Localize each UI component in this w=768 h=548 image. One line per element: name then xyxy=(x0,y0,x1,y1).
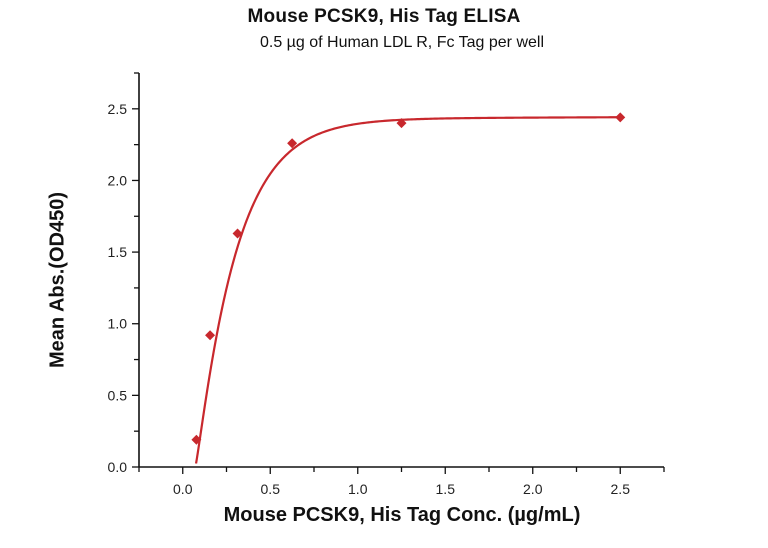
fit-curve xyxy=(194,116,621,464)
y-tick-label: 0.5 xyxy=(108,387,128,403)
x-tick-label: 0.0 xyxy=(173,481,193,497)
x-tick-label: 1.5 xyxy=(436,481,456,497)
x-tick-label: 2.5 xyxy=(611,481,631,497)
y-tick-label: 1.5 xyxy=(108,244,128,260)
x-tick-label: 0.5 xyxy=(261,481,281,497)
data-point-diamond xyxy=(205,330,216,341)
axes xyxy=(138,73,664,468)
x-tick-label: 1.0 xyxy=(348,481,368,497)
data-point-diamond xyxy=(396,118,407,129)
y-tick-label: 2.5 xyxy=(108,101,128,117)
data-point-diamond xyxy=(232,228,243,239)
chart-subtitle: 0.5 µg of Human LDL R, Fc Tag per well xyxy=(259,34,544,51)
data-point-diamond xyxy=(287,138,298,149)
data-points xyxy=(191,112,626,445)
y-tick-label: 0.0 xyxy=(108,459,128,475)
data-point-diamond xyxy=(615,112,626,123)
y-tick-label: 1.0 xyxy=(108,316,128,332)
y-tick-label: 2.0 xyxy=(108,172,128,188)
y-axis-ticks: 0.0 0.5 1.0 1.5 2.0 2.5 xyxy=(108,72,139,475)
x-axis-label: Mouse PCSK9, His Tag Conc. (µg/mL) xyxy=(223,504,581,526)
chart-title: Mouse PCSK9, His Tag ELISA xyxy=(247,6,521,27)
x-axis-ticks: 0.0 0.5 1.0 1.5 2.0 2.5 xyxy=(138,467,665,497)
data-point-diamond xyxy=(191,434,202,445)
x-tick-label: 2.0 xyxy=(523,481,543,497)
